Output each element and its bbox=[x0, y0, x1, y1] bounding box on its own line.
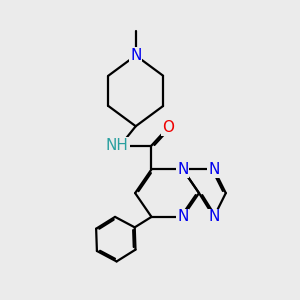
Text: N: N bbox=[177, 209, 188, 224]
Text: N: N bbox=[177, 162, 188, 177]
Text: N: N bbox=[208, 162, 220, 177]
Text: N: N bbox=[208, 209, 220, 224]
Text: O: O bbox=[162, 120, 174, 135]
Text: N: N bbox=[130, 48, 141, 63]
Text: NH: NH bbox=[106, 138, 129, 153]
